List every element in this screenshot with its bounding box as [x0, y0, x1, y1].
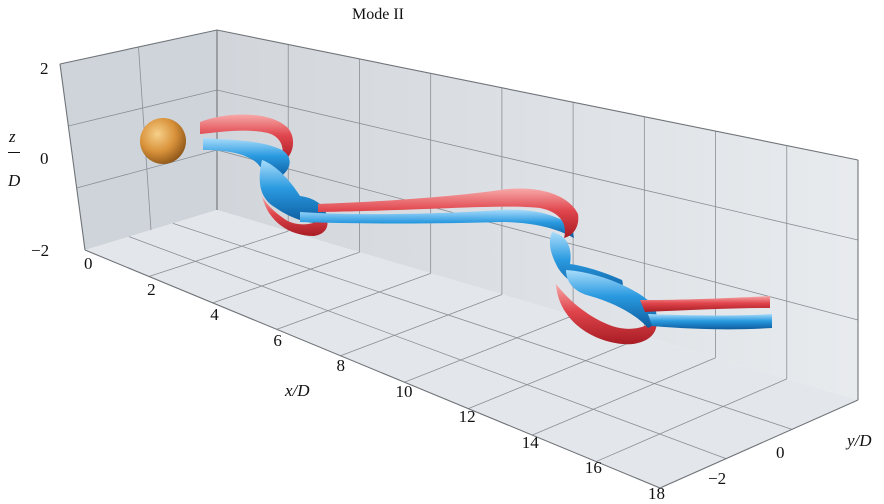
grid-line: [595, 378, 787, 462]
grid-line: [404, 315, 574, 383]
x-tick: 14: [521, 432, 539, 452]
red-vortex-upper-1: [200, 114, 294, 162]
blue-streak-middle: [300, 209, 574, 238]
z-axis-label-top: z: [9, 127, 16, 146]
red-vortex-lower-2: [556, 284, 657, 345]
blue-vortex-lobe-2: [566, 270, 657, 328]
grid-line: [216, 149, 859, 321]
x-tick: 16: [584, 458, 602, 478]
x-tick: 10: [395, 381, 413, 401]
grid-line: [216, 89, 859, 241]
z-tick-minus2: −2: [31, 241, 50, 260]
floor: [85, 210, 858, 488]
y-tick-minus2: −2: [708, 469, 727, 488]
left-wall: [60, 30, 217, 250]
grid-line: [340, 294, 503, 357]
red-streak-middle: [318, 188, 579, 238]
z-axis-label-bottom: D: [8, 171, 21, 190]
grid-line: [276, 272, 431, 330]
vortex-structures: [200, 114, 772, 345]
x-tick: 4: [210, 305, 219, 325]
x-tick: 8: [336, 356, 345, 376]
z-tick-0: 0: [40, 149, 49, 168]
x-axis-label: x/D: [285, 381, 310, 400]
y-axis-label: y/D: [847, 431, 872, 450]
x-tick: 12: [458, 407, 476, 427]
z-tick-2: 2: [40, 59, 49, 78]
grid-line: [148, 230, 289, 277]
blue-vortex-knot-1: [259, 160, 327, 224]
sphere: [140, 118, 186, 164]
z-axis-fraction-bar: [8, 152, 20, 153]
blue-streak-trailing: [648, 314, 772, 330]
figure-title: Mode II: [352, 6, 404, 23]
x-tick: 0: [84, 254, 93, 273]
grid-line: [532, 357, 716, 436]
x-tick: 6: [273, 330, 282, 350]
red-streak-trailing: [640, 296, 770, 312]
red-vortex-lower-1: [262, 196, 328, 236]
grid-line: [212, 251, 360, 304]
grid-line: [128, 236, 727, 460]
grid-line: [172, 222, 793, 430]
x-tick: 18: [648, 484, 665, 503]
grid-line: [468, 336, 645, 410]
x-tick: 2: [147, 279, 156, 299]
y-tick-0: 0: [776, 443, 785, 462]
